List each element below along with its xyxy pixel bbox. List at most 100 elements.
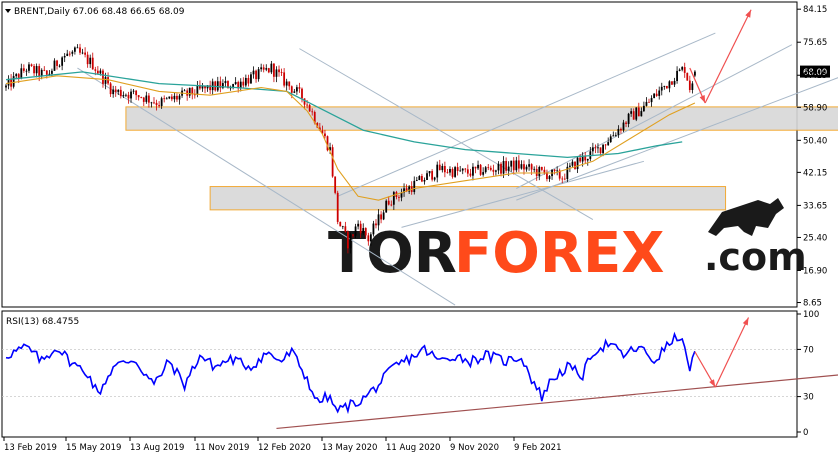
candle-body	[321, 130, 324, 134]
candle-body	[456, 167, 459, 171]
candle-body	[449, 168, 451, 173]
forecast-arrow	[704, 9, 752, 104]
candle-body	[135, 90, 138, 96]
candle-body	[140, 97, 143, 98]
candle-body	[155, 102, 158, 106]
rsi-y-tick-label: 70	[803, 345, 814, 355]
candle-body	[221, 83, 224, 89]
candle-body	[438, 164, 441, 171]
candle-body	[569, 165, 571, 167]
candle-body	[147, 95, 150, 103]
candle-body	[459, 170, 462, 172]
candle-body	[556, 170, 559, 172]
candle-body	[227, 81, 229, 89]
candle-body	[265, 68, 268, 70]
candle-body	[464, 168, 467, 170]
candle-body	[446, 172, 449, 174]
candle-body	[558, 170, 561, 179]
candle-body	[262, 67, 265, 70]
candle-body	[398, 196, 400, 198]
candle-body	[275, 69, 278, 77]
candle-body	[408, 186, 411, 192]
candle-body	[102, 70, 104, 84]
candle-body	[492, 169, 495, 172]
candle-body	[533, 168, 536, 170]
candle-body	[48, 73, 51, 75]
candle-body	[390, 204, 393, 206]
candle-body	[183, 90, 186, 92]
candle-body	[145, 95, 148, 102]
candle-body	[244, 77, 247, 86]
candle-body	[313, 111, 316, 124]
candle-body	[336, 192, 339, 222]
candle-body	[260, 67, 263, 70]
candle-body	[604, 144, 607, 146]
rsi-trend-line	[276, 374, 838, 430]
candle-body	[53, 60, 56, 71]
price-y-tick-label: 33.65	[803, 201, 827, 211]
candle-body	[137, 95, 140, 98]
candle-body	[84, 52, 86, 55]
candle-body	[543, 169, 546, 173]
candle-body	[326, 136, 329, 151]
candle-body	[451, 168, 454, 177]
candle-body	[176, 95, 178, 100]
candle-body	[247, 77, 250, 84]
candle-body	[224, 81, 227, 84]
candle-body	[637, 107, 640, 117]
candle-body	[433, 177, 436, 180]
dropdown-triangle-icon[interactable]	[5, 9, 11, 13]
support-zone	[125, 106, 838, 131]
candle-body	[495, 170, 497, 172]
candle-body	[125, 94, 127, 96]
candle-body	[400, 192, 403, 198]
forecast-arrow-head	[699, 95, 706, 104]
candle-body	[295, 87, 298, 92]
candle-body	[33, 66, 35, 74]
forecast-arrow-head	[745, 9, 752, 18]
candle-body	[413, 180, 416, 192]
candle-body	[114, 89, 117, 92]
candle-body	[673, 80, 676, 85]
candle-body	[250, 74, 252, 84]
channel-line	[337, 32, 716, 197]
candle-body	[472, 166, 474, 176]
candle-body	[387, 200, 390, 205]
candle-body	[436, 164, 439, 178]
candle-body	[431, 171, 434, 180]
channel-line	[516, 77, 838, 201]
candle-body	[273, 63, 275, 77]
candle-body	[441, 165, 444, 171]
current-price-box	[800, 65, 830, 78]
candle-body	[352, 234, 354, 236]
candle-body	[255, 70, 257, 80]
x-tick-label: 11 Aug 2020	[386, 443, 440, 453]
candle-body	[643, 105, 645, 112]
candle-body	[362, 228, 365, 234]
candle-body	[201, 86, 204, 89]
candle-body	[20, 68, 23, 79]
candle-body	[71, 51, 74, 54]
candle-body	[94, 69, 97, 71]
candle-body	[561, 178, 564, 180]
watermark-tor: TOR	[328, 221, 457, 286]
candle-body	[663, 85, 666, 87]
candle-body	[584, 155, 587, 161]
candle-body	[640, 111, 643, 117]
candle-body	[193, 94, 196, 96]
candle-body	[548, 176, 551, 180]
candle-body	[599, 147, 602, 154]
candle-body	[219, 81, 222, 89]
price-y-tick-label: 8.65	[803, 299, 822, 309]
candle-body	[43, 69, 46, 71]
candle-body	[482, 172, 485, 175]
candle-body	[665, 85, 668, 89]
candle-body	[303, 98, 306, 105]
candle-body	[119, 89, 122, 97]
candle-body	[165, 98, 168, 100]
candle-body	[574, 161, 576, 170]
candle-body	[66, 53, 69, 57]
channel-line	[299, 48, 594, 221]
candle-body	[339, 221, 342, 227]
candle-body	[369, 234, 372, 242]
